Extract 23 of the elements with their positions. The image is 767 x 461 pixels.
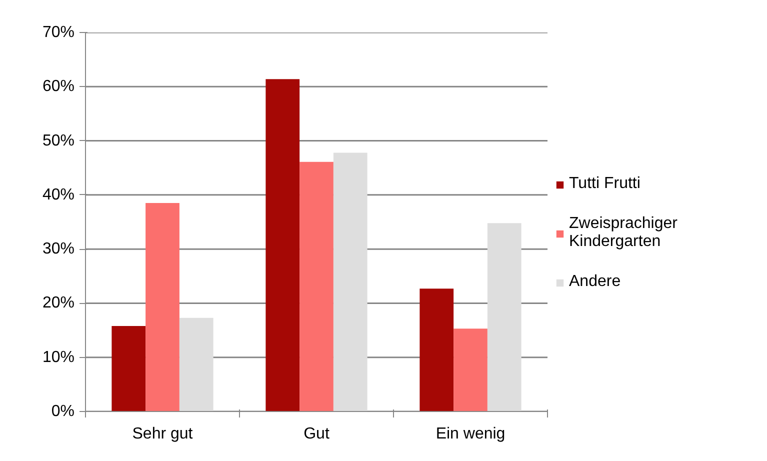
bar xyxy=(266,79,300,412)
bar xyxy=(487,223,522,412)
y-tick-label: 30% xyxy=(42,240,75,258)
x-tick-label: Ein wenig xyxy=(436,426,506,442)
y-tick-label: 60% xyxy=(42,78,75,96)
y-tick-label: 20% xyxy=(42,294,75,312)
legend-label: Tutti Frutti xyxy=(569,175,640,193)
y-tick-label: 50% xyxy=(42,132,75,150)
x-tick-label: Sehr gut xyxy=(132,426,194,442)
bar xyxy=(146,203,180,412)
y-tick-label: 70% xyxy=(42,24,75,41)
bar xyxy=(179,318,214,412)
bar xyxy=(333,152,368,412)
x-tick-label: Gut xyxy=(304,426,330,442)
bar xyxy=(112,326,146,412)
legend-label: Zweisprachiger Kindergarten xyxy=(569,215,678,251)
bar xyxy=(300,162,334,412)
y-tick-label: 40% xyxy=(42,186,75,204)
y-tick-label: 10% xyxy=(42,348,75,366)
legend-label: Andere xyxy=(569,273,621,291)
bar xyxy=(454,328,488,412)
bar xyxy=(420,288,454,412)
y-tick-label: 0% xyxy=(51,403,74,420)
